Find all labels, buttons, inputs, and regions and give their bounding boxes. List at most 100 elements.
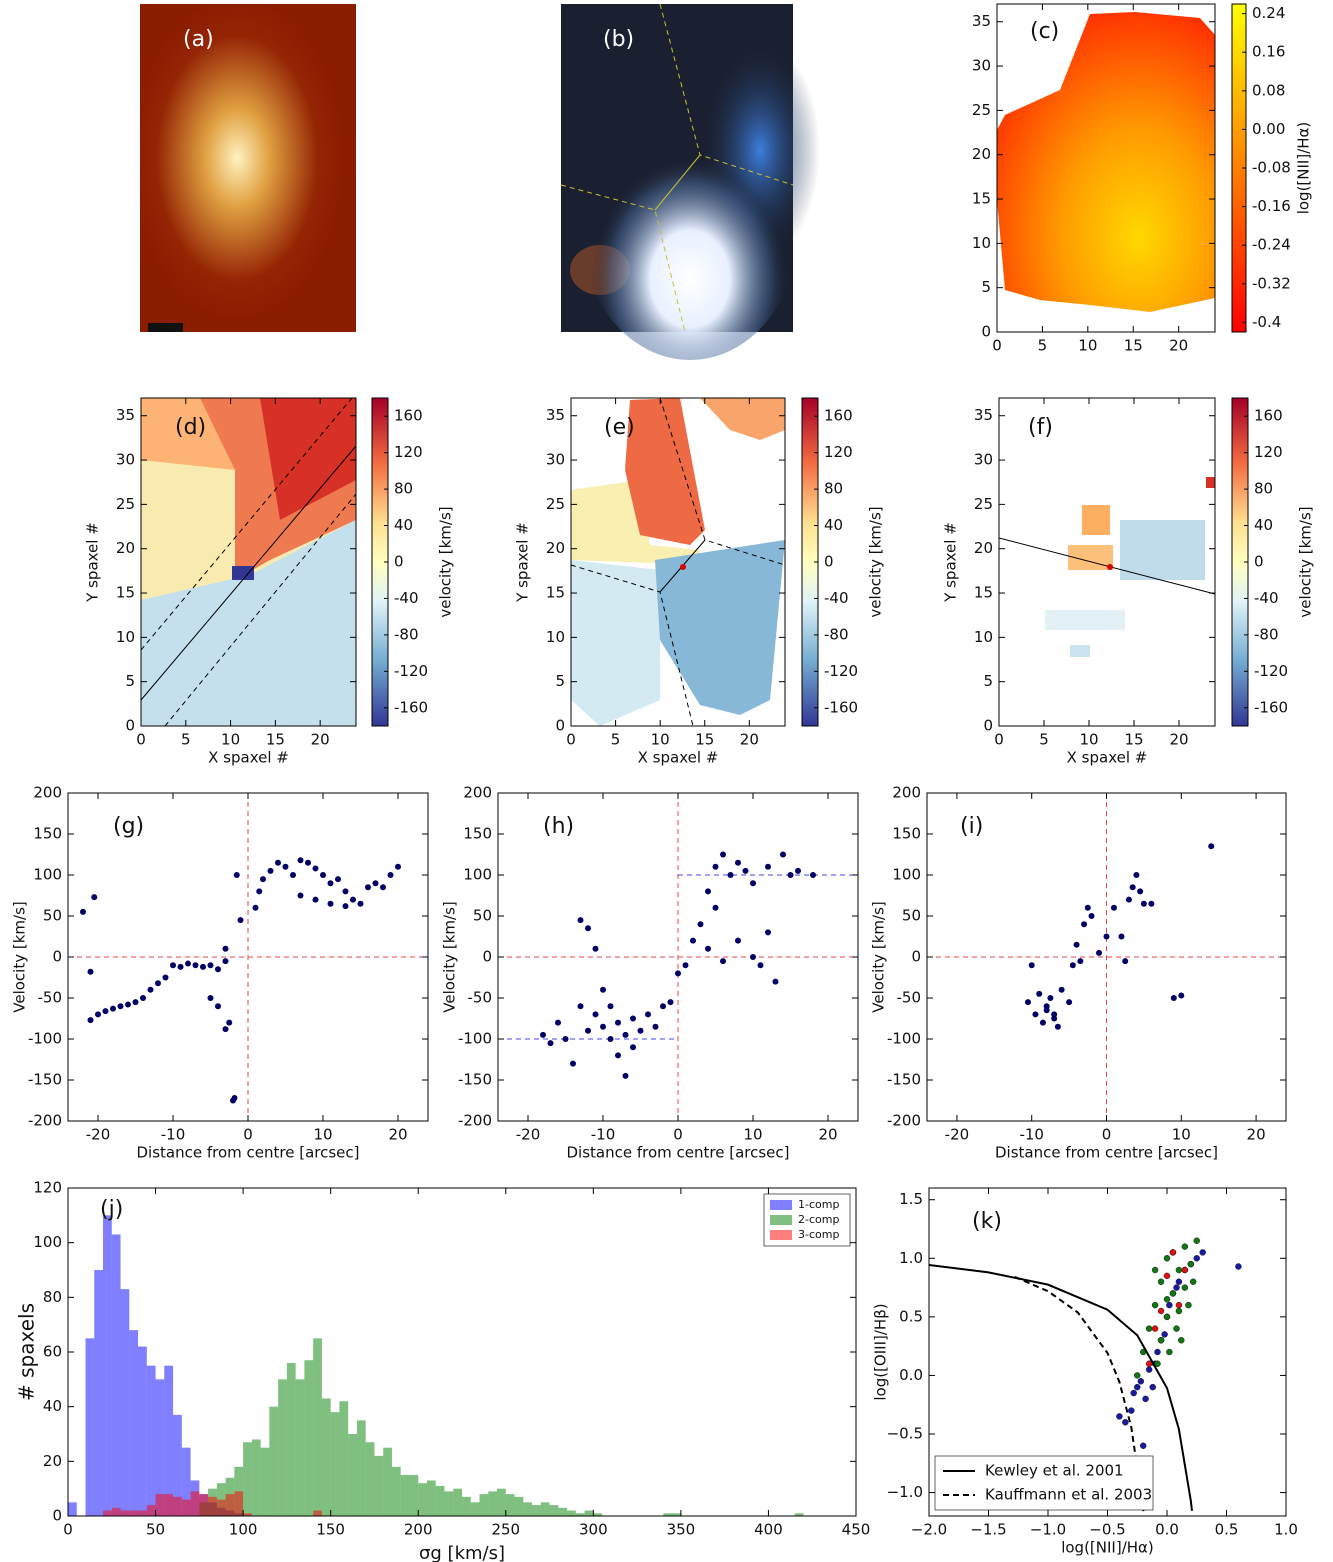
axes-frame (998, 397, 1216, 727)
y-tick-label: 20 (546, 539, 565, 557)
colorbar-tick-label: 0 (1254, 553, 1264, 571)
y-tick-label: 35 (116, 406, 135, 424)
x-tick-label: 20 (1169, 731, 1188, 749)
histogram-bar (391, 1466, 401, 1516)
x-tick-label: -20 (86, 1126, 111, 1144)
x-tick-label: 15 (1124, 731, 1143, 749)
y-axis-label: Y spaxel # (514, 522, 532, 603)
point (1173, 1325, 1180, 1332)
point (1122, 1419, 1129, 1426)
point (1178, 1337, 1185, 1344)
point (1193, 1237, 1200, 1244)
point (630, 1015, 636, 1022)
x-tick-label: 0 (63, 1521, 73, 1539)
histogram-bar (225, 1494, 235, 1516)
x-tick-label: 15 (695, 731, 714, 749)
y-tick-label: -150 (28, 1071, 62, 1089)
y-tick-label: 200 (33, 784, 62, 802)
y-tick-label: 5 (125, 672, 135, 690)
histogram-bar (330, 1412, 340, 1516)
histogram-bar (181, 1499, 191, 1516)
histogram-bar (155, 1494, 165, 1516)
point (1154, 1360, 1161, 1367)
point (765, 929, 771, 936)
point (1133, 872, 1140, 878)
y-tick-label: -200 (28, 1112, 62, 1130)
point (1140, 900, 1147, 907)
point (395, 863, 401, 870)
colorbar-tick-label: 160 (824, 407, 853, 425)
x-tick-label: 20 (1169, 337, 1188, 355)
y-tick-label: -200 (458, 1112, 492, 1130)
histogram-bar (243, 1513, 252, 1516)
y-tick-label: 120 (33, 1179, 62, 1197)
colorbar-tick-label: -120 (394, 662, 428, 680)
x-tick-label: 10 (1079, 731, 1098, 749)
point (162, 974, 169, 981)
histogram-bar (348, 1434, 357, 1516)
histogram-bar (497, 1488, 506, 1516)
point (712, 863, 719, 870)
histogram-bar (181, 1447, 191, 1516)
point (1163, 1255, 1171, 1262)
histogram-bar (663, 1513, 673, 1516)
histogram-bar (409, 1475, 419, 1516)
y-tick-label: 100 (33, 866, 62, 884)
point (222, 958, 229, 965)
x-tick-label: 10 (221, 731, 240, 749)
y-tick-label: 35 (974, 406, 993, 424)
point (1122, 958, 1129, 965)
point (1116, 1413, 1123, 1420)
histogram-bar (138, 1346, 147, 1516)
histogram-bar (532, 1505, 541, 1516)
y-axis-label: # spaxels (15, 1303, 39, 1401)
point (327, 900, 334, 907)
y-tick-label: 30 (116, 451, 135, 469)
point (335, 876, 341, 883)
x-axis-label: Distance from centre [arcsec] (136, 1144, 359, 1162)
point (795, 867, 801, 874)
y-tick-label: 20 (974, 539, 993, 557)
colorbar-tick-label: -160 (1254, 698, 1288, 716)
point (1142, 1395, 1149, 1403)
y-tick-label: 5 (981, 278, 991, 296)
point (1185, 1301, 1192, 1309)
histogram-bar (138, 1510, 147, 1516)
point (1129, 884, 1136, 891)
histogram-bar (251, 1439, 261, 1516)
x-axis-label: log([NII]/Hα) (1061, 1539, 1154, 1557)
y-tick-label: -100 (28, 1030, 62, 1048)
panel-label: (h) (543, 814, 574, 839)
colorbar-tick-label: 40 (394, 516, 413, 534)
point (547, 1040, 554, 1047)
y-tick-label: 100 (892, 866, 921, 884)
panel-label: (g) (113, 814, 144, 839)
histogram-bar (155, 1379, 165, 1516)
point (256, 888, 263, 895)
point (87, 1017, 94, 1024)
point (350, 896, 356, 903)
point (1043, 1003, 1050, 1010)
histogram-bar (286, 1362, 296, 1516)
y-tick-label: 5 (983, 672, 993, 690)
x-tick-label: −1.0 (1030, 1521, 1066, 1539)
y-tick-label: 50 (473, 907, 492, 925)
point (215, 1003, 221, 1010)
point (637, 1027, 644, 1034)
x-tick-label: 50 (146, 1521, 165, 1539)
axes-frame (996, 3, 1216, 333)
point (555, 1019, 561, 1026)
histogram-bar (523, 1502, 533, 1516)
y-axis-label: Velocity [km/s] (870, 901, 888, 1012)
y-tick-label: 40 (43, 1397, 62, 1415)
histogram-bar (111, 1234, 121, 1516)
point (1151, 1301, 1159, 1309)
legend-label: 2-comp (798, 1213, 839, 1226)
axes-frame (570, 397, 786, 727)
histogram-bar (304, 1360, 314, 1516)
point (215, 966, 221, 973)
point (1145, 1366, 1153, 1373)
point (226, 1019, 233, 1026)
point (1149, 1383, 1156, 1391)
